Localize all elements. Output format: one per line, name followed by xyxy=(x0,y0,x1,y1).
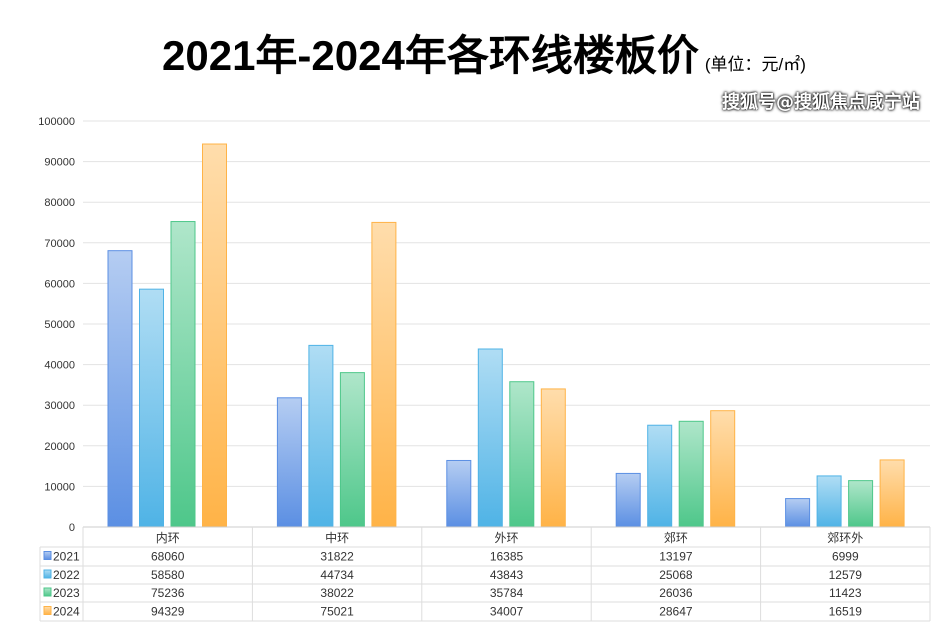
y-tick-label: 40000 xyxy=(44,360,75,372)
bar-2023-中环 xyxy=(339,372,365,528)
data-cell: 75236 xyxy=(151,586,185,600)
legend-label: 2024 xyxy=(53,605,80,619)
bar-2023-外环 xyxy=(509,381,535,528)
bar-2024-郊环 xyxy=(710,410,736,528)
data-cell: 26036 xyxy=(659,586,693,600)
legend-swatch-2024 xyxy=(43,606,52,615)
bar-2021-中环 xyxy=(276,397,302,528)
data-cell: 6999 xyxy=(832,550,859,564)
data-cell: 58580 xyxy=(151,568,185,582)
unit-label: (单位：元/㎡) xyxy=(704,55,806,74)
y-tick-label: 60000 xyxy=(44,278,75,290)
data-cell: 34007 xyxy=(490,605,524,619)
bar-2022-中环 xyxy=(308,344,334,528)
data-cell: 43843 xyxy=(490,568,524,582)
bar-2023-郊环外 xyxy=(848,480,874,528)
legend-swatch-2023 xyxy=(43,587,52,597)
bar-2022-郊环 xyxy=(647,424,673,528)
bar-2021-内环 xyxy=(107,250,133,528)
y-tick-label: 0 xyxy=(69,522,75,534)
data-cell: 25068 xyxy=(659,568,693,582)
data-cell: 75021 xyxy=(320,605,354,619)
title-text: 2021年-2024年各环线楼板价 xyxy=(162,32,699,79)
data-cell: 38022 xyxy=(320,586,354,600)
bar-2024-郊环外 xyxy=(879,459,905,528)
data-cell: 12579 xyxy=(829,568,863,582)
data-cell: 94329 xyxy=(151,605,185,619)
category-label: 郊环 xyxy=(664,531,688,545)
legend-swatch-2021 xyxy=(43,551,52,560)
legend-label: 2021 xyxy=(53,550,80,564)
y-tick-label: 10000 xyxy=(44,481,75,493)
data-cell: 31822 xyxy=(320,550,354,564)
bar-2022-外环 xyxy=(477,348,503,528)
data-cell: 13197 xyxy=(659,550,693,564)
watermark: 搜狐号@搜狐焦点咸宁站 xyxy=(722,92,920,113)
bar-2021-郊环外 xyxy=(785,498,811,528)
bar-2023-郊环 xyxy=(678,420,704,528)
y-tick-label: 80000 xyxy=(44,197,75,209)
category-label: 外环 xyxy=(494,531,518,545)
y-tick-label: 100000 xyxy=(38,116,75,128)
data-cell: 35784 xyxy=(490,586,524,600)
chart-title: 2021年-2024年各环线楼板价 (单位：元/㎡) xyxy=(162,22,806,83)
legend-swatch-2022 xyxy=(43,569,52,579)
data-cell: 44734 xyxy=(320,568,354,582)
bar-2024-中环 xyxy=(371,221,397,528)
y-tick-label: 70000 xyxy=(44,238,75,250)
bar-2024-外环 xyxy=(540,388,566,528)
data-cell: 68060 xyxy=(151,550,185,564)
category-label: 中环 xyxy=(325,530,349,545)
bar-2023-内环 xyxy=(170,221,196,528)
bar-2024-内环 xyxy=(202,143,227,528)
data-cell: 11423 xyxy=(829,586,862,600)
bar-2022-郊环外 xyxy=(816,475,842,528)
y-tick-label: 90000 xyxy=(44,157,75,169)
legend-label: 2022 xyxy=(53,568,80,582)
data-cell: 16519 xyxy=(829,605,863,619)
bar-2021-郊环 xyxy=(615,472,641,528)
category-label: 内环 xyxy=(156,531,180,545)
legend-label: 2023 xyxy=(53,586,80,600)
bar-2022-内环 xyxy=(139,288,164,528)
category-label: 郊环外 xyxy=(827,531,863,545)
y-tick-label: 30000 xyxy=(44,400,75,412)
data-cell: 28647 xyxy=(659,605,693,619)
bar-2021-外环 xyxy=(446,459,472,528)
data-cell: 16385 xyxy=(490,550,524,564)
y-tick-label: 50000 xyxy=(44,319,75,331)
y-tick-label: 20000 xyxy=(44,441,75,453)
